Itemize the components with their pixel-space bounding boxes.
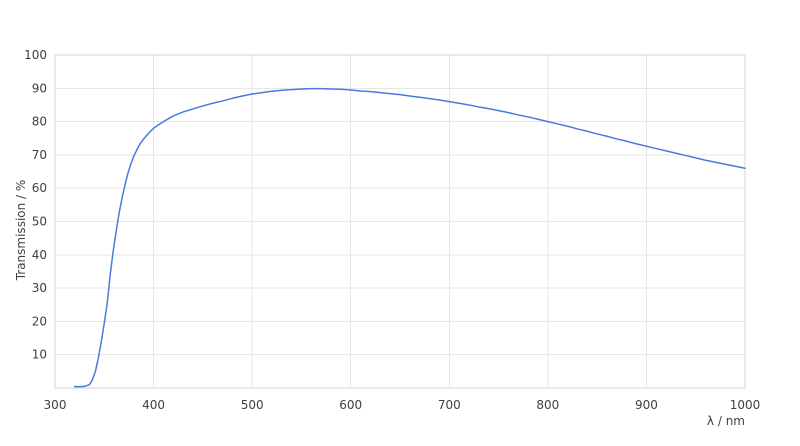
y-tick-label: 60 [32, 181, 47, 195]
y-tick-label: 10 [32, 348, 47, 362]
x-tick-label: 300 [44, 398, 67, 412]
y-tick-label: 70 [32, 148, 47, 162]
x-tick-label: 700 [438, 398, 461, 412]
x-tick-label: 500 [241, 398, 264, 412]
y-tick-label: 100 [24, 48, 47, 62]
plot-border [54, 54, 746, 389]
x-tick-label: 600 [339, 398, 362, 412]
y-tick-label: 40 [32, 248, 47, 262]
y-tick-label: 30 [32, 281, 47, 295]
x-tick-label: 1000 [730, 398, 761, 412]
y-tick-label: 20 [32, 314, 47, 328]
y-tick-label: 90 [32, 81, 47, 95]
x-tick-label: 800 [536, 398, 559, 412]
y-tick-label: 50 [32, 215, 47, 229]
y-tick-label: 80 [32, 115, 47, 129]
x-tick-label: 900 [635, 398, 658, 412]
x-tick-label: 400 [142, 398, 165, 412]
series-line [73, 87, 746, 388]
